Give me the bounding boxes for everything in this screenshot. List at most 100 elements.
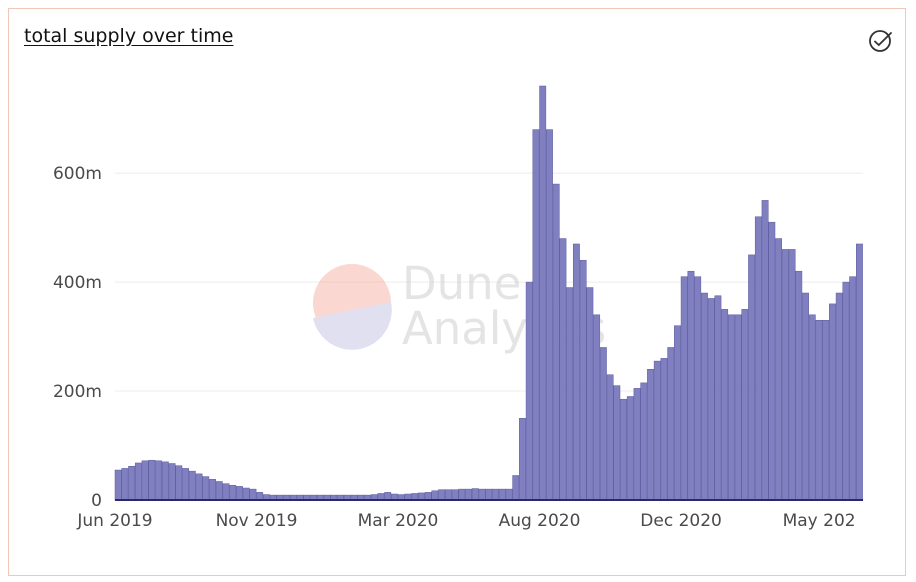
bar[interactable] (754, 216, 762, 501)
bar[interactable] (788, 249, 796, 501)
bar[interactable] (512, 475, 520, 501)
bar[interactable] (667, 347, 675, 501)
bar[interactable] (613, 385, 621, 501)
bar[interactable] (748, 254, 756, 501)
bar[interactable] (727, 314, 735, 501)
bar[interactable] (647, 369, 654, 501)
bar[interactable] (849, 276, 857, 501)
bar[interactable] (161, 461, 169, 501)
bar[interactable] (701, 292, 708, 501)
bar[interactable] (620, 398, 627, 501)
bar[interactable] (148, 459, 156, 501)
bar[interactable] (768, 221, 776, 501)
bar[interactable] (505, 488, 513, 501)
bar[interactable] (202, 476, 210, 501)
bar[interactable] (680, 276, 688, 501)
bar[interactable] (188, 470, 196, 501)
bar[interactable] (808, 314, 816, 501)
bar[interactable] (498, 488, 506, 501)
bar[interactable] (444, 489, 452, 501)
bar[interactable] (546, 129, 553, 501)
bar[interactable] (674, 325, 681, 501)
bar[interactable] (721, 309, 729, 501)
bar[interactable] (633, 388, 641, 501)
chart-title[interactable]: total supply over time (24, 25, 234, 47)
bar[interactable] (209, 479, 216, 501)
bar[interactable] (256, 492, 264, 501)
bar[interactable] (242, 487, 250, 501)
bar[interactable] (215, 481, 223, 501)
bar[interactable] (593, 314, 601, 501)
bar[interactable] (182, 468, 189, 501)
bar[interactable] (586, 287, 594, 501)
bar[interactable] (626, 396, 634, 501)
bar[interactable] (566, 287, 574, 501)
bar[interactable] (492, 488, 499, 501)
x-tick-label: Aug 2020 (499, 511, 581, 531)
bar[interactable] (532, 129, 540, 501)
bar[interactable] (451, 489, 459, 501)
bar[interactable] (458, 488, 466, 501)
check-circle-icon[interactable] (867, 28, 893, 54)
y-tick-label: 200m (53, 382, 102, 402)
bar[interactable] (175, 465, 183, 501)
bar[interactable] (229, 485, 237, 501)
bar[interactable] (856, 243, 863, 501)
bar[interactable] (539, 85, 547, 501)
bar[interactable] (141, 460, 149, 501)
bar[interactable] (384, 492, 392, 501)
bar[interactable] (525, 281, 533, 501)
bar[interactable] (653, 360, 661, 501)
bar[interactable] (236, 486, 243, 501)
bar[interactable] (640, 382, 648, 501)
bar[interactable] (128, 465, 136, 501)
bar[interactable] (842, 281, 850, 501)
bar[interactable] (815, 319, 823, 501)
x-tick-label: Jun 2019 (76, 511, 152, 531)
bar[interactable] (714, 295, 722, 501)
bar[interactable] (734, 314, 742, 501)
bar[interactable] (606, 374, 614, 501)
bar[interactable] (741, 309, 749, 501)
bar[interactable] (465, 488, 473, 501)
bar[interactable] (829, 303, 836, 501)
x-tick-label: Dec 2020 (640, 511, 722, 531)
x-tick-label: Mar 2020 (358, 511, 439, 531)
bar[interactable] (559, 238, 567, 501)
bar[interactable] (471, 488, 479, 501)
bar[interactable] (761, 200, 769, 501)
bar[interactable] (660, 358, 668, 501)
bar[interactable] (579, 260, 587, 501)
bar[interactable] (222, 483, 230, 501)
bar[interactable] (195, 473, 203, 501)
x-tick-label: Nov 2019 (216, 511, 298, 531)
bar[interactable] (802, 292, 809, 501)
watermark-text-line1: Dune (402, 257, 521, 310)
bar[interactable] (249, 488, 257, 501)
bar[interactable] (822, 319, 830, 501)
bar[interactable] (485, 488, 493, 501)
bar[interactable] (168, 463, 176, 501)
bar[interactable] (519, 418, 526, 501)
bar[interactable] (478, 488, 486, 501)
bar[interactable] (687, 270, 695, 501)
bar[interactable] (424, 492, 432, 501)
bar[interactable] (835, 292, 843, 501)
bar[interactable] (781, 249, 789, 501)
bar[interactable] (552, 183, 560, 501)
bar[interactable] (438, 489, 446, 501)
bar[interactable] (572, 243, 580, 501)
bar[interactable] (114, 469, 122, 501)
y-tick-label: 600m (53, 164, 102, 184)
bar[interactable] (599, 347, 607, 501)
bar[interactable] (694, 276, 702, 501)
bar[interactable] (134, 462, 142, 501)
bar[interactable] (707, 298, 715, 501)
x-axis-ticks: Jun 2019 Nov 2019 Mar 2020 Aug 2020 Dec 2020… (76, 511, 855, 531)
bar[interactable] (155, 460, 163, 501)
bar[interactable] (795, 270, 803, 501)
bar[interactable] (417, 492, 425, 501)
bar[interactable] (431, 490, 439, 501)
bar[interactable] (775, 238, 782, 501)
bar[interactable] (121, 468, 129, 501)
